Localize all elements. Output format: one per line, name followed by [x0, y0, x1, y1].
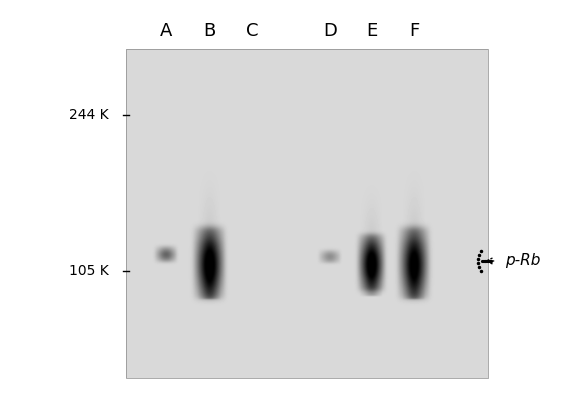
Text: E: E [366, 22, 378, 40]
Bar [126, 49, 488, 378]
FancyBboxPatch shape [126, 49, 488, 378]
Text: p-Rb: p-Rb [505, 254, 541, 268]
Text: B: B [203, 22, 216, 40]
Text: F: F [409, 22, 420, 40]
Text: 244 K: 244 K [69, 108, 109, 122]
Text: C: C [246, 22, 259, 40]
Text: 105 K: 105 K [69, 264, 109, 278]
Text: A: A [160, 22, 173, 40]
Text: D: D [323, 22, 337, 40]
